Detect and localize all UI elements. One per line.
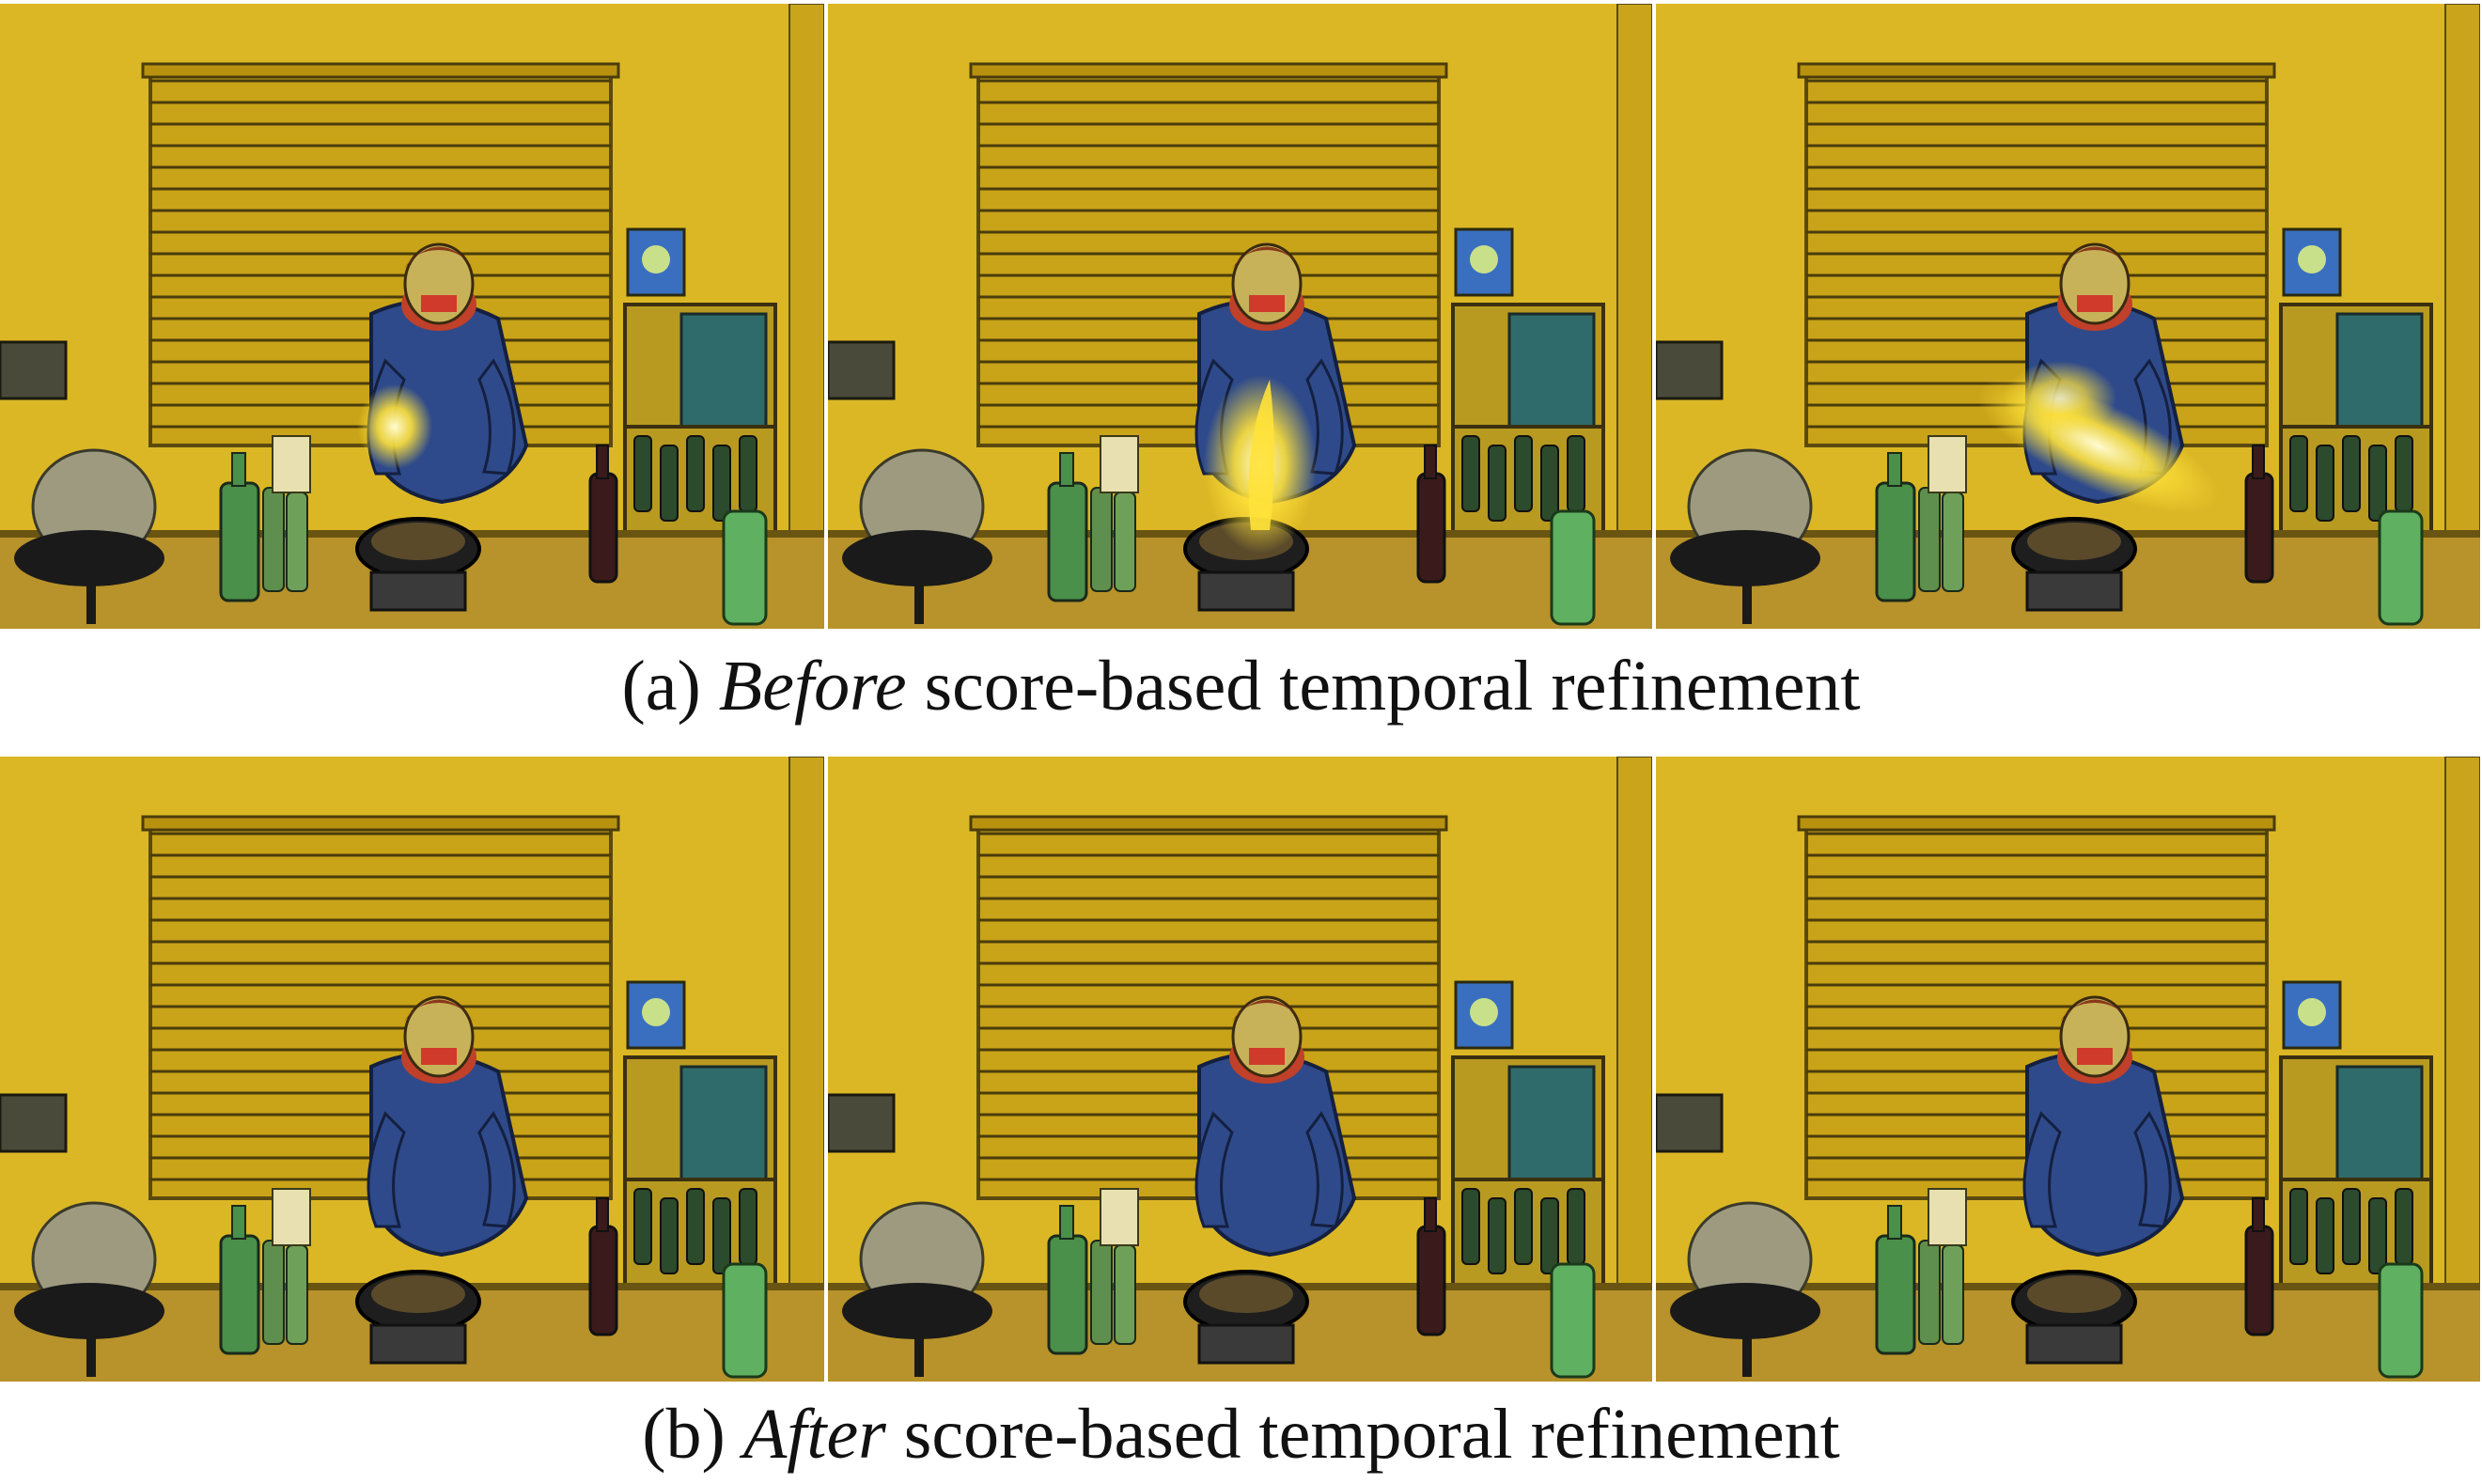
- caption-before: (a) Before score-based temporal refineme…: [0, 650, 2482, 722]
- frame-after-1: [0, 757, 824, 1382]
- kitchen-scene-image: [1656, 4, 2480, 629]
- frame-after-3: [1656, 757, 2480, 1382]
- kitchen-scene-image: [0, 757, 824, 1382]
- row-before: [0, 4, 2482, 629]
- caption-label: (b): [642, 1395, 726, 1474]
- caption-text: score-based temporal refinement: [903, 1395, 1840, 1474]
- caption-text: score-based temporal refinement: [924, 647, 1861, 726]
- frame-before-1: [0, 4, 824, 629]
- row-after: [0, 757, 2482, 1382]
- frame-after-2: [828, 757, 1652, 1382]
- caption-after: (b) After score-based temporal refinemen…: [0, 1398, 2482, 1470]
- kitchen-scene-image: [828, 757, 1652, 1382]
- caption-emphasis: After: [742, 1395, 886, 1474]
- caption-emphasis: Before: [718, 647, 907, 726]
- frame-before-2: [828, 4, 1652, 629]
- kitchen-scene-image: [828, 4, 1652, 629]
- frame-before-3: [1656, 4, 2480, 629]
- kitchen-scene-image: [1656, 757, 2480, 1382]
- caption-label: (a): [621, 647, 701, 726]
- kitchen-scene-image: [0, 4, 824, 629]
